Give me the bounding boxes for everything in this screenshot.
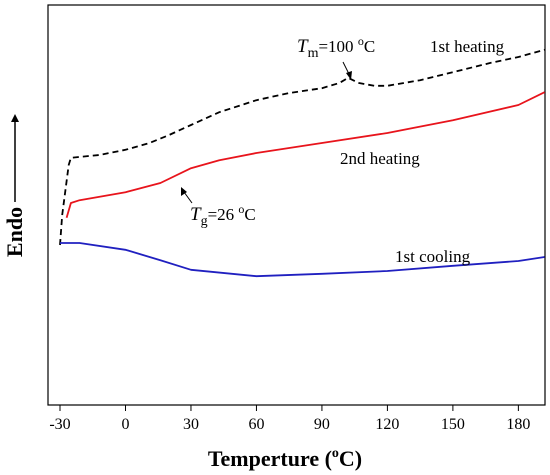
annotation: Tg=26 oC (190, 202, 256, 229)
x-tick-label: 30 (183, 416, 199, 433)
annotation: Tm=100 oC (297, 34, 375, 61)
annotation-text: =100 (318, 37, 357, 56)
y-axis-label-group: Endo (2, 114, 27, 257)
series-line (59, 48, 545, 246)
x-tick-label: 180 (506, 416, 530, 433)
series-label: 1st heating (430, 37, 505, 56)
x-tick-label: 90 (314, 416, 330, 433)
series-line (60, 242, 545, 278)
annotation-sub: g (201, 214, 208, 229)
annotation-unit: C (244, 205, 255, 224)
tg-arrow (181, 187, 193, 204)
x-tick-label: -30 (49, 416, 70, 433)
annotation-symbol: T (190, 204, 202, 225)
annotation-text: =26 (208, 205, 239, 224)
series-label: 2nd heating (340, 149, 420, 168)
x-tick-label: 150 (441, 416, 465, 433)
plot-frame (47, 4, 546, 406)
annotation-sup: o (238, 202, 244, 216)
x-axis-label: Temperture (oC) (208, 446, 362, 471)
tm-arrow (342, 61, 352, 80)
x-tick-label: 60 (248, 416, 264, 433)
x-tick-label: 0 (121, 416, 129, 433)
series-label: 1st cooling (395, 247, 471, 266)
y-arrow-head (11, 114, 19, 122)
annotation-sup: o (358, 34, 364, 48)
annotation-unit: C (364, 37, 375, 56)
y-axis-label: Endo (2, 207, 27, 257)
x-tick-label: 120 (375, 416, 399, 433)
series-line (65, 91, 545, 219)
annotation-sub: m (308, 46, 319, 61)
annotation-symbol: T (297, 36, 309, 57)
